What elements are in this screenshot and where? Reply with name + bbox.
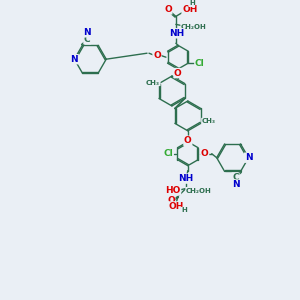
Text: Cl: Cl bbox=[195, 59, 205, 68]
Text: OH: OH bbox=[168, 202, 184, 211]
Text: CH₃: CH₃ bbox=[146, 80, 160, 85]
Text: Cl: Cl bbox=[163, 149, 173, 158]
Text: OH: OH bbox=[182, 5, 197, 14]
Text: O: O bbox=[167, 196, 175, 205]
Text: H: H bbox=[189, 1, 195, 7]
Text: N: N bbox=[83, 28, 91, 37]
Text: CH₂OH: CH₂OH bbox=[186, 188, 212, 194]
Text: C: C bbox=[232, 173, 239, 182]
Text: N: N bbox=[245, 153, 252, 162]
Text: O: O bbox=[174, 69, 182, 78]
Text: H: H bbox=[181, 207, 187, 213]
Text: O: O bbox=[184, 136, 192, 145]
Text: HO: HO bbox=[165, 186, 181, 195]
Text: O: O bbox=[164, 5, 172, 14]
Text: CH₃: CH₃ bbox=[202, 118, 216, 124]
Text: NH: NH bbox=[178, 174, 194, 183]
Text: NH: NH bbox=[169, 29, 184, 38]
Text: O: O bbox=[153, 51, 161, 60]
Text: N: N bbox=[232, 180, 239, 189]
Text: N: N bbox=[70, 55, 78, 64]
Text: CH₂OH: CH₂OH bbox=[181, 24, 207, 30]
Text: C: C bbox=[84, 35, 91, 44]
Text: O: O bbox=[201, 149, 208, 158]
